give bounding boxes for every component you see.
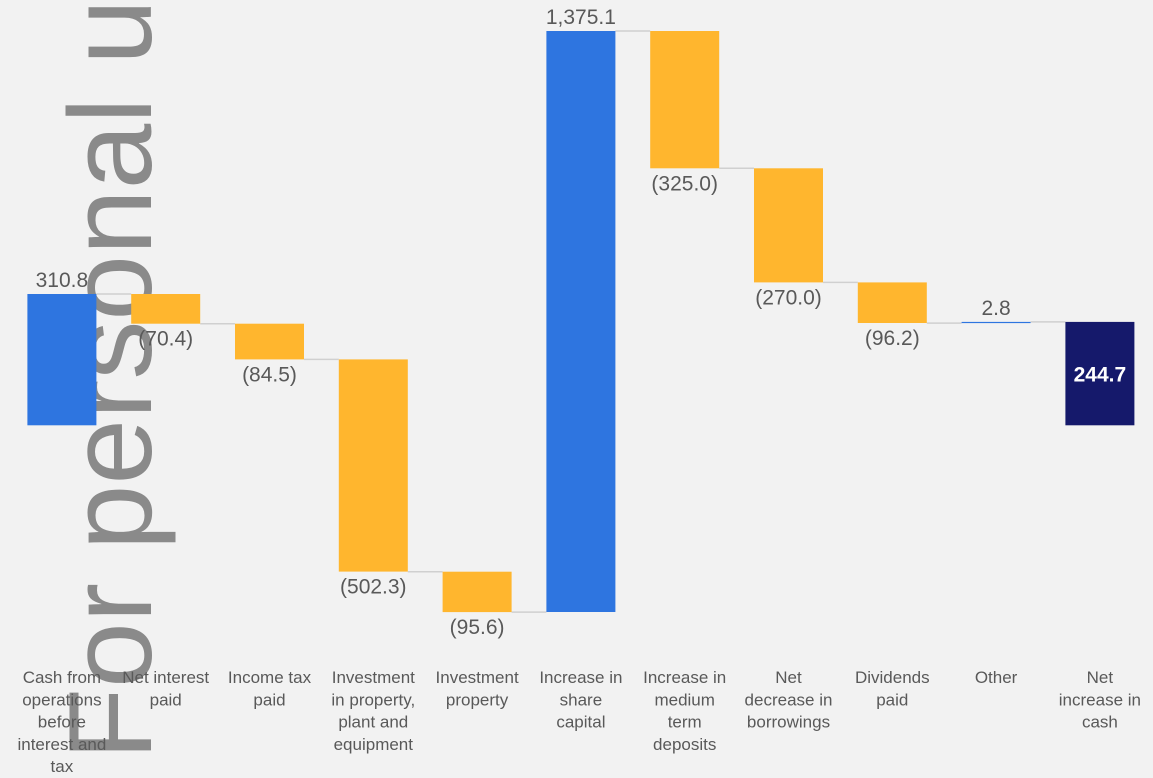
category-label: in property, — [331, 690, 415, 709]
category-label: Investment — [332, 668, 415, 687]
bar-7 — [650, 31, 720, 169]
bar-6 — [546, 31, 616, 612]
category-label: share — [560, 690, 603, 709]
category-label: Net interest — [122, 668, 209, 687]
value-label: (96.2) — [865, 327, 920, 350]
value-label: (270.0) — [755, 286, 822, 309]
category-label: operations — [22, 690, 101, 709]
category-label: borrowings — [747, 713, 830, 732]
category-label: Dividends — [855, 668, 930, 687]
bar-10 — [961, 321, 1031, 324]
category-label: Income tax — [228, 668, 312, 687]
value-label: (325.0) — [651, 172, 718, 195]
connector-lines — [96, 30, 1066, 613]
category-label: Net — [775, 668, 802, 687]
bars — [27, 31, 1135, 613]
bar-1 — [27, 294, 97, 426]
category-label: before — [38, 713, 86, 732]
bar-3 — [235, 323, 304, 360]
category-label: paid — [253, 690, 285, 709]
category-label: interest and — [17, 735, 106, 754]
category-label: term — [668, 713, 702, 732]
category-label: capital — [556, 713, 605, 732]
bar-4 — [338, 359, 408, 572]
value-label: 1,375.1 — [546, 6, 616, 29]
category-label: increase in — [1059, 690, 1141, 709]
value-label: (84.5) — [242, 363, 297, 386]
bar-9 — [857, 282, 927, 323]
category-label: cash — [1082, 713, 1118, 732]
category-label: equipment — [334, 735, 414, 754]
value-label: 244.7 — [1074, 364, 1127, 387]
category-label: plant and — [338, 713, 408, 732]
category-label: Cash from — [23, 668, 101, 687]
category-label: deposits — [653, 735, 716, 754]
value-label: (70.4) — [138, 328, 193, 351]
category-label: Increase in — [539, 668, 622, 687]
category-label: medium — [654, 690, 714, 709]
category-label: decrease in — [745, 690, 833, 709]
category-label: tax — [51, 757, 74, 776]
value-label: (95.6) — [450, 616, 505, 639]
category-labels: Cash from operations before interest and tax… — [17, 668, 1141, 776]
category-label: Increase in — [643, 668, 726, 687]
category-label: Investment — [436, 668, 519, 687]
bar-2 — [131, 294, 201, 324]
category-label: paid — [876, 690, 908, 709]
category-label: Other — [975, 668, 1018, 687]
value-label: (502.3) — [340, 576, 407, 599]
bar-5 — [442, 571, 512, 613]
category-label: property — [446, 690, 509, 709]
bar-11 — [1065, 321, 1135, 426]
value-label: 310.8 — [36, 269, 89, 292]
bar-8 — [754, 168, 823, 283]
value-label: 2.8 — [981, 297, 1010, 320]
category-label: paid — [150, 690, 182, 709]
category-label: Net — [1087, 668, 1114, 687]
value-labels: 310.8 (70.4) (84.5) (502.3) (95.6) 1,375.1 (32… — [36, 6, 1127, 639]
